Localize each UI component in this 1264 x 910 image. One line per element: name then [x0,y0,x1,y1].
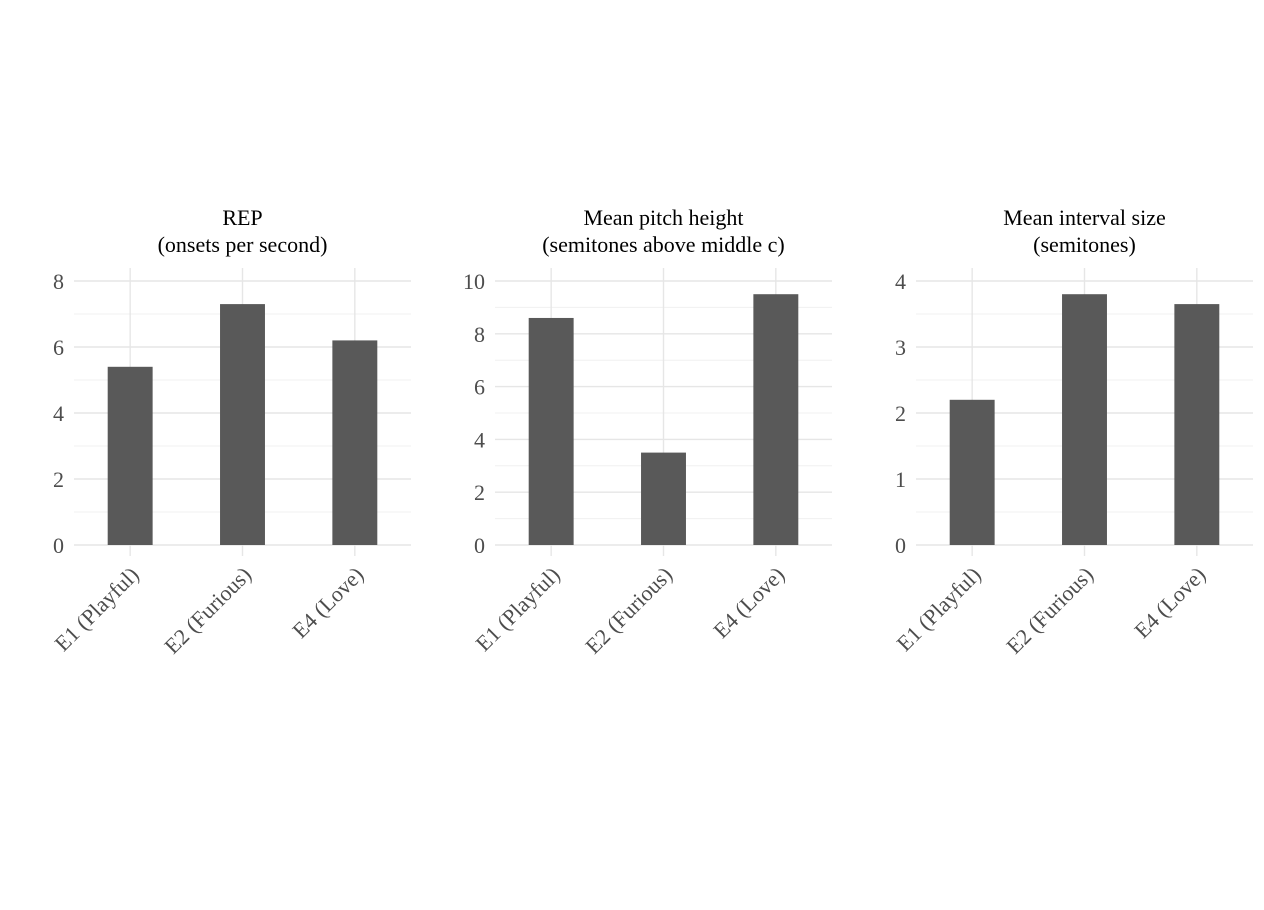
y-tick-label: 8 [474,322,485,347]
y-tick-label: 8 [53,269,64,294]
bar-3-2 [1062,294,1107,545]
y-tick-label: 4 [53,401,64,426]
bar-2-1 [528,317,574,545]
y-tick-label: 2 [53,467,64,492]
chart-title: REP (onsets per second) [158,205,328,257]
bar-3-1 [949,399,995,545]
bar-3-3 [1174,304,1220,545]
y-tick-label: 0 [53,533,64,558]
y-tick-label: 4 [474,427,485,452]
chart-title-line: REP [222,205,262,230]
y-tick-label: 2 [474,480,485,505]
y-tick-label: 1 [895,467,906,492]
chart-title: Mean interval size (semitones) [1003,205,1166,257]
chart-title-line: Mean pitch height [583,205,743,230]
y-tick-label: 0 [895,533,906,558]
chart-title-line: (semitones) [1033,232,1136,257]
y-tick-label: 6 [474,375,485,400]
bar-2-2 [641,452,686,545]
chart-title-line: (onsets per second) [158,232,328,257]
y-tick-label: 6 [53,335,64,360]
bar-2-3 [753,294,799,545]
chart-title: Mean pitch height (semitones above middle… [542,205,785,257]
bar-1-1 [107,366,153,545]
bar-1-3 [332,340,378,545]
y-tick-label: 0 [474,533,485,558]
bar-1-2 [220,304,265,545]
y-tick-label: 10 [463,269,485,294]
y-tick-label: 3 [895,335,906,360]
y-tick-label: 4 [895,269,906,294]
y-tick-label: 2 [895,401,906,426]
chart-title-line: (semitones above middle c) [542,232,785,257]
chart-title-line: Mean interval size [1003,205,1166,230]
